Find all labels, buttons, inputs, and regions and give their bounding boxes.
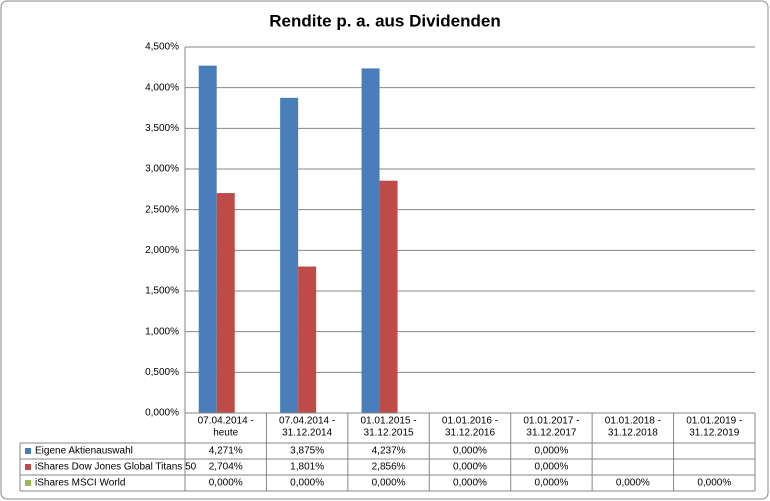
y-tick-label: 2,000% [145,245,179,256]
y-tick-label: 0,000% [145,408,179,419]
legend-label: iShares Dow Jones Global Titans 50 [35,462,197,473]
y-tick-label: 4,000% [145,82,179,93]
y-tick-label: 1,500% [145,286,179,297]
data-label: 0,000% [697,478,731,489]
y-tick-label: 3,000% [145,164,179,175]
y-tick-label: 2,500% [145,204,179,215]
x-tick-label: 07.04.2014 - [198,416,254,427]
legend-key [25,480,31,486]
data-label: 0,000% [290,478,324,489]
y-tick-label: 1,000% [145,326,179,337]
data-label: 0,000% [534,462,568,473]
bar [198,65,217,413]
data-label: 0,000% [616,478,650,489]
x-tick-label: 01.01.2019 - [686,416,742,427]
data-label: 0,000% [209,478,243,489]
data-label: 0,000% [534,446,568,457]
x-tick-label: 01.01.2017 - [523,416,579,427]
x-tick-label: 31.12.2016 [445,428,495,439]
legend-label: iShares MSCI World [35,478,125,489]
x-tick-label: 07.04.2014 - [279,416,335,427]
x-tick-label: 31.12.2017 [526,428,576,439]
data-label: 4,237% [372,446,406,457]
x-tick-label: 01.01.2015 - [360,416,416,427]
x-tick-label: 01.01.2018 - [605,416,661,427]
data-label: 1,801% [290,462,324,473]
bar [280,97,299,413]
data-label: 0,000% [453,478,487,489]
y-tick-label: 3,500% [145,123,179,134]
x-tick-label: 31.12.2018 [608,428,658,439]
x-tick-label: 01.01.2016 - [442,416,498,427]
x-tick-label: 31.12.2014 [282,428,332,439]
data-label: 4,271% [209,446,243,457]
data-label: 2,704% [209,462,243,473]
data-label: 0,000% [372,478,406,489]
x-tick-label: 31.12.2015 [364,428,414,439]
data-label: 0,000% [453,446,487,457]
y-tick-label: 0,500% [145,367,179,378]
legend-key [25,448,31,454]
legend-key [25,464,31,470]
y-tick-label: 4,500% [145,42,179,53]
legend-label: Eigene Aktienauswahl [35,446,133,457]
data-label: 3,875% [290,446,324,457]
bar [216,193,235,413]
chart-title: Rendite p. a. aus Dividenden [269,11,500,30]
data-label: 0,000% [534,478,568,489]
bar [379,180,398,413]
x-tick-label: 31.12.2019 [689,428,739,439]
bar [361,68,380,414]
data-label: 2,856% [372,462,406,473]
x-tick-label: heute [213,428,238,439]
data-label: 0,000% [453,462,487,473]
bar [298,266,317,413]
